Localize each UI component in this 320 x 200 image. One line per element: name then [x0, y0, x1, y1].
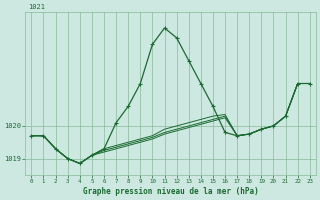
- Text: 1021: 1021: [28, 4, 45, 10]
- X-axis label: Graphe pression niveau de la mer (hPa): Graphe pression niveau de la mer (hPa): [83, 187, 259, 196]
